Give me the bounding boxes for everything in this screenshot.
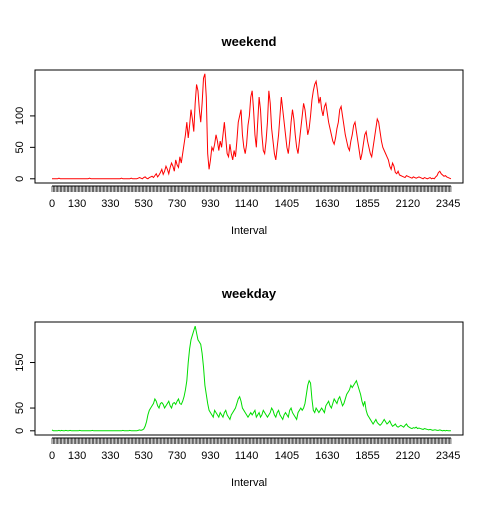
series-line <box>51 325 451 432</box>
y-tick-label: 150 <box>14 353 26 371</box>
x-tick-label: 1855 <box>355 450 379 462</box>
x-tick-label: 1405 <box>275 450 299 462</box>
x-tick-label: 1630 <box>315 198 339 210</box>
x-tick-label: 2120 <box>396 198 420 210</box>
y-tick-label: 0 <box>14 176 26 182</box>
x-tick-label: 730 <box>168 450 186 462</box>
x-tick-label: 930 <box>201 450 219 462</box>
x-axis-label: Interval <box>231 225 267 237</box>
x-tick-label: 0 <box>49 450 55 462</box>
x-tick-label: 0 <box>49 198 55 210</box>
x-tick-label: 1855 <box>355 198 379 210</box>
x-tick-label: 930 <box>201 198 219 210</box>
x-tick-label: 2345 <box>436 198 460 210</box>
x-tick-label: 530 <box>135 198 153 210</box>
x-tick-label: 1630 <box>315 450 339 462</box>
chart-title: weekday <box>221 286 277 301</box>
y-tick-label: 0 <box>14 428 26 434</box>
x-tick-label: 130 <box>68 198 86 210</box>
plot-frame <box>34 69 464 184</box>
plot-frame <box>34 321 464 436</box>
y-tick-label: 100 <box>14 107 26 125</box>
series-line <box>52 73 452 180</box>
x-tick-label: 2345 <box>436 450 460 462</box>
x-tick-label: 330 <box>101 198 119 210</box>
chart-title: weekend <box>221 34 277 49</box>
x-tick-label: 730 <box>168 198 186 210</box>
y-tick-label: 50 <box>14 402 26 414</box>
x-tick-label: 1405 <box>275 198 299 210</box>
x-tick-label: 1140 <box>235 450 259 462</box>
x-tick-label: 530 <box>135 450 153 462</box>
x-axis-label: Interval <box>231 477 267 489</box>
y-tick-label: 50 <box>14 141 26 153</box>
x-tick-label: 1140 <box>235 198 259 210</box>
x-tick-label: 330 <box>101 450 119 462</box>
x-tick-label: 130 <box>68 450 86 462</box>
x-tick-label: 2120 <box>396 450 420 462</box>
